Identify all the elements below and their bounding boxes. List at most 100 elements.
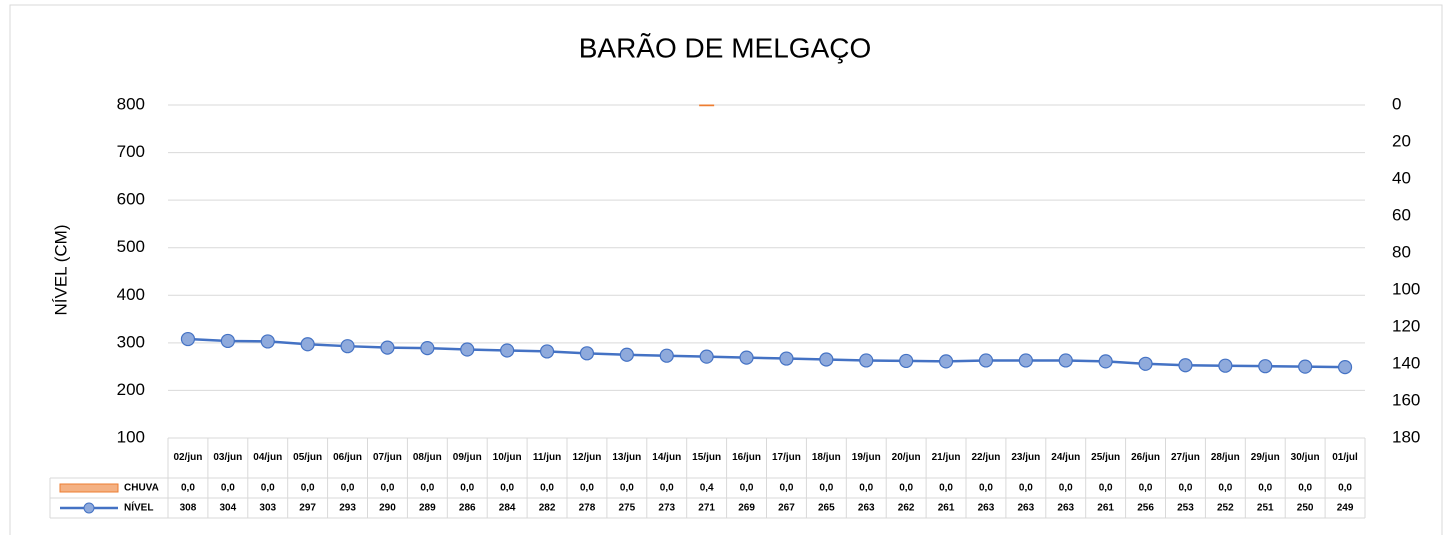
data-label: 263 [1018,503,1035,514]
y-tick-label: 200 [117,380,145,399]
y-tick-label: 800 [117,94,145,113]
data-label: 0,0 [500,483,514,494]
marker [819,352,834,367]
marker [579,346,595,361]
data-label: 265 [818,503,835,514]
data-label: 0,0 [1019,483,1033,494]
x-tick-label: 30/jun [1290,452,1320,463]
x-tick-label: 04/jun [253,452,283,463]
legend-label: CHUVA [124,483,159,494]
data-label: 0,0 [261,483,275,494]
category-cell: 23/jun [1011,452,1040,463]
x-tick-label: 15/jun [692,452,722,463]
y2-tick-label: 100 [1392,279,1420,298]
marker [220,333,235,349]
y-tick-label: 300 [117,332,145,351]
data-label: 284 [499,503,516,514]
x-tick-label: 21/jun [931,452,961,463]
x-tick-label: 12/jun [572,452,602,463]
category-cell: 16/jun [732,452,761,463]
marker [260,334,275,349]
data-label: 0,0 [341,483,355,494]
marker [899,353,914,369]
chart-border [9,4,1443,540]
category-cell: 28/jun [1211,452,1240,463]
x-tick-label: 14/jun [652,452,682,463]
legend-swatch [83,502,95,514]
data-label: 0,0 [939,483,953,494]
marker [978,353,994,368]
category-cell: 24/jun [1051,452,1081,463]
data-label: 263 [978,503,995,514]
x-tick-label: 25/jun [1091,452,1121,463]
x-tick-label: 17/jun [771,452,801,463]
x-tick-label: 10/jun [492,452,522,463]
x-tick-label: 07/jun [372,452,402,463]
y-tick-label: 500 [117,237,145,256]
y2-tick-label: 160 [1392,390,1420,409]
x-tick-label: 20/jun [891,452,921,463]
x-tick-label: 08/jun [412,452,442,463]
marker [380,340,395,355]
marker [420,340,435,356]
data-label: 0,0 [779,483,793,494]
category-cell: 11/jun [533,452,561,463]
data-label: 262 [898,503,915,514]
marker [659,348,674,363]
data-label: 303 [259,503,276,514]
marker [739,350,754,365]
data-label: 261 [938,503,955,514]
data-label: 0,0 [301,483,315,494]
x-tick-label: 02/jun [173,452,203,463]
category-cell: 08/jun [412,452,442,463]
x-tick-label: 05/jun [293,452,323,463]
x-tick-label: 22/jun [971,452,1001,463]
marker [859,353,874,368]
data-label: 0,0 [1059,483,1073,494]
data-label: 249 [1337,503,1354,514]
data-label: 297 [299,503,316,514]
category-cell: 22/jun [971,452,1001,463]
x-tick-label: 01/jul [1332,452,1358,463]
data-label: 0,0 [819,483,833,494]
data-label: 0,0 [420,483,434,494]
x-tick-label: 29/jun [1250,452,1280,463]
category-cell: 15/jun [692,452,722,463]
data-label: 0,0 [899,483,913,494]
data-label: 282 [539,503,556,514]
data-label: 308 [180,503,197,514]
marker [779,351,794,366]
data-label: 278 [579,503,596,514]
marker [1337,360,1353,375]
data-label: 253 [1177,503,1194,514]
y2-tick-label: 60 [1392,205,1411,224]
y2-tick-label: 120 [1392,316,1420,335]
data-label: 256 [1137,503,1154,514]
y-tick-label: 700 [117,142,145,161]
data-label: 0,0 [1258,483,1272,494]
category-cell: 26/jun [1131,452,1160,463]
data-label: 0,0 [859,483,873,494]
marker [180,331,196,347]
x-tick-label: 24/jun [1051,452,1081,463]
category-cell: 04/jun [253,452,283,463]
marker [539,344,555,359]
category-cell: 25/jun [1091,452,1121,463]
data-label: 286 [459,503,476,514]
data-label: 267 [778,503,795,514]
data-label: 293 [339,503,356,514]
marker [938,354,954,369]
category-cell: 09/jun [453,452,482,463]
category-cell: 01/jul [1332,452,1358,463]
category-cell: 12/jun [572,452,602,463]
category-cell: 06/jun [333,452,362,463]
data-label: 0,0 [380,483,394,494]
data-label: 271 [698,503,715,514]
y-axis-title: NÍVEL (CM) [51,225,70,316]
y2-tick-label: 80 [1392,242,1411,261]
category-cell: 05/jun [293,452,323,463]
marker [1098,354,1113,369]
data-label: 275 [619,503,636,514]
marker [340,339,355,354]
